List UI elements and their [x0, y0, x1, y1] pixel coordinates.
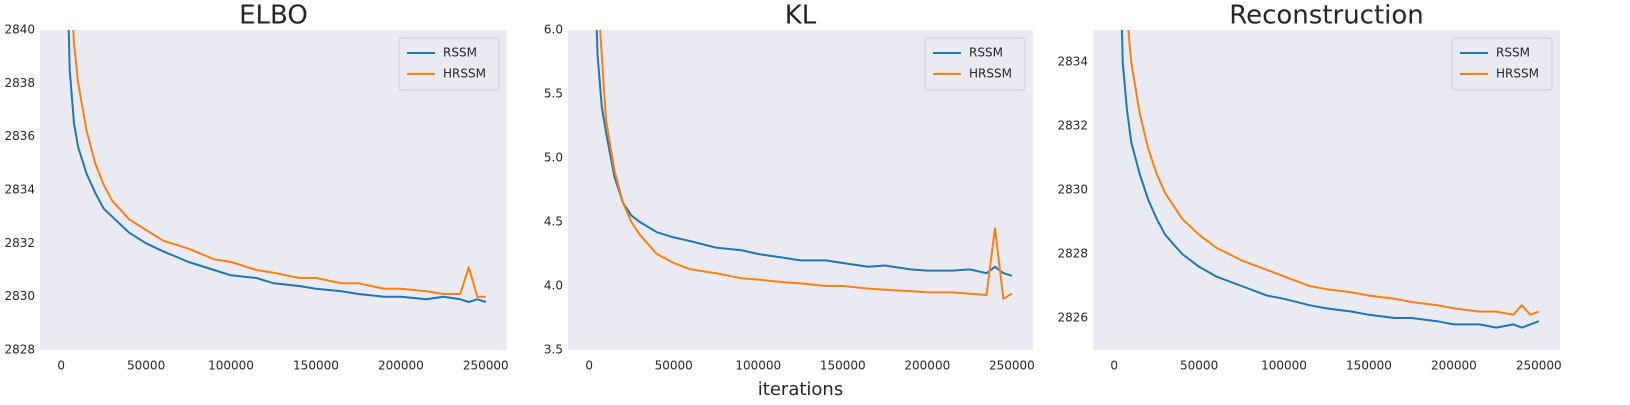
y-tick-label: 2832 [1057, 119, 1088, 133]
y-tick-label: 2838 [4, 76, 35, 90]
legend-label: HRSSM [1496, 67, 1539, 81]
x-tick-label: 50000 [1180, 359, 1218, 373]
line-series [1127, 30, 1540, 316]
y-tick-label: 2830 [1057, 183, 1088, 197]
legend-label: HRSSM [969, 67, 1012, 81]
plot-lines [1120, 30, 1540, 329]
x-tick-label: 100000 [1261, 359, 1307, 373]
y-tick-label: 2834 [4, 183, 35, 197]
x-tick-label: 100000 [735, 359, 781, 373]
legend-label: RSSM [969, 46, 1003, 60]
legend-label: RSSM [443, 46, 477, 60]
x-tick-label: 250000 [1516, 359, 1562, 373]
y-tick-label: 2828 [1057, 247, 1088, 261]
legend-label: RSSM [1496, 46, 1530, 60]
line-series [67, 30, 487, 303]
x-tick-label: 50000 [655, 359, 693, 373]
y-tick-label: 5.0 [544, 151, 563, 165]
y-tick-label: 2834 [1057, 55, 1088, 69]
x-tick-label: 50000 [127, 359, 165, 373]
y-tick-label: 4.5 [544, 215, 563, 229]
chart-title: ELBO [239, 1, 308, 31]
line-series [1120, 30, 1540, 329]
x-axis-label: iterations [758, 379, 843, 400]
x-tick-label: 150000 [293, 359, 339, 373]
chart-title: KL [785, 1, 817, 31]
legend-box [924, 37, 1026, 91]
x-tick-label: 0 [57, 359, 65, 373]
legend-label: HRSSM [443, 67, 486, 81]
y-tick-label: 2840 [4, 23, 35, 37]
y-tick-label: 2836 [4, 129, 35, 143]
line-series [72, 30, 486, 298]
x-tick-label: 200000 [1431, 359, 1477, 373]
x-tick-label: 0 [585, 359, 593, 373]
plot-lines [595, 30, 1013, 300]
y-tick-label: 2826 [1057, 311, 1088, 325]
chart-title: Reconstruction [1229, 1, 1424, 31]
x-tick-label: 150000 [820, 359, 866, 373]
x-tick-label: 100000 [208, 359, 254, 373]
y-tick-label: 5.5 [544, 87, 563, 101]
legend-box [398, 37, 500, 91]
y-tick-label: 2830 [4, 289, 35, 303]
line-series [599, 30, 1013, 300]
y-tick-label: 2832 [4, 236, 35, 250]
x-tick-label: 250000 [463, 359, 509, 373]
y-tick-label: 6.0 [544, 23, 563, 37]
x-tick-label: 250000 [989, 359, 1035, 373]
x-tick-label: 200000 [904, 359, 950, 373]
y-tick-label: 4.0 [544, 279, 563, 293]
y-tick-label: 3.5 [544, 343, 563, 357]
x-tick-label: 150000 [1346, 359, 1392, 373]
x-tick-label: 0 [1110, 359, 1118, 373]
plot-lines [67, 30, 487, 303]
legend-box [1451, 37, 1553, 91]
x-tick-label: 200000 [378, 359, 424, 373]
y-tick-label: 2828 [4, 343, 35, 357]
